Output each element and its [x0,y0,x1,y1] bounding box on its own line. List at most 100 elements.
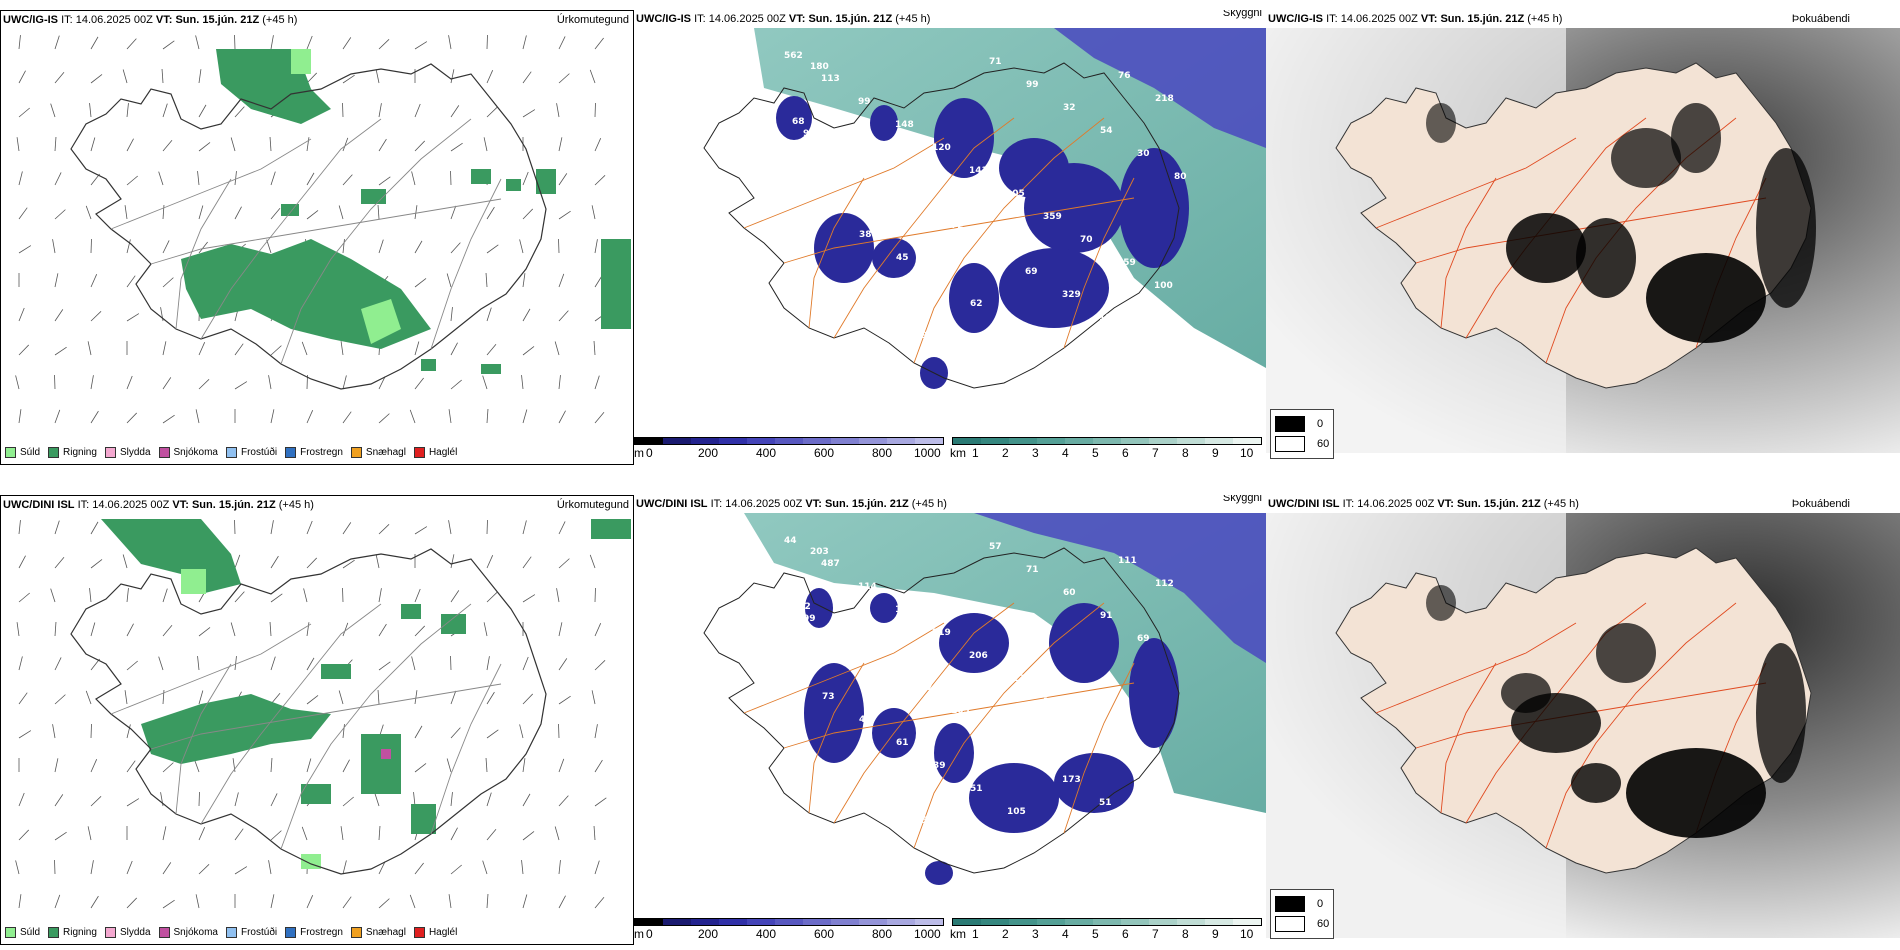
fog-legend-label: 60 [1317,438,1330,450]
cloud-base-label: 32 [1063,103,1076,113]
wind-barb [486,894,489,909]
iceland-coastline [70,63,547,390]
wind-barb [90,521,99,535]
cloud-base-labels: 44 487 114 109 219 206 122 192 141 76 92 66 99 686 105… [784,536,1186,863]
wind-barb [342,559,355,569]
colorbar-step [1065,919,1093,925]
wind-barb [378,176,391,186]
precip-type-panel-top: UWC/IG-IS IT: 14.06.2025 00Z VT: Sun. 15… [0,10,634,465]
panel-title: UWC/DINI ISL IT: 14.06.2025 00Z VT: Sun.… [1266,495,1900,513]
wind-barb [90,622,96,637]
wind-barb [486,106,498,118]
height-colorbar-strip [634,918,944,926]
wind-barb [306,172,315,186]
wind-barb [342,411,352,424]
cloud-base-label: 99 [803,614,816,624]
colorbar-step [981,919,1009,925]
field-name: Úrkomutegund [556,499,629,511]
wind-barb [18,70,26,84]
wind-barb [18,171,23,186]
cloud-base-label: 218 [1155,94,1174,104]
wind-barb [558,375,561,390]
colorbar-step [775,438,803,444]
wind-barb [409,894,416,909]
road-line [1545,602,1737,849]
fog-legend-label: 0 [1317,418,1324,430]
road-line [808,662,865,814]
cloud-base-label: 112 [1155,579,1174,589]
colorbar-step [747,438,775,444]
visibility-tick: 3 [1032,446,1039,460]
fog-legend-row: 60 [1275,434,1329,454]
visibility-tick: 1 [972,927,979,941]
colorbar-step [719,438,747,444]
high-low-cloud-sea-area [1054,28,1266,148]
wind-barb [558,73,570,84]
wind-barb [485,273,488,288]
wind-barb [124,205,128,220]
wind-barb [306,137,310,152]
valid-time: Sun. 15.jún. 21Z [1440,13,1525,25]
valid-time: Sun. 15.jún. 21Z [808,13,893,25]
wind-barb [378,826,381,841]
wind-barb [234,792,239,807]
cloud-base-label: 68 [792,117,805,127]
wind-barb [378,661,391,671]
wind-barb [486,555,494,569]
visibility-colorbar-strip [952,437,1262,445]
fog-patches [1426,103,1816,343]
precip-map [15,519,631,909]
wind-barb [18,344,30,356]
visibility-tick: 9 [1212,446,1219,460]
wind-barb [162,826,167,841]
fog-index-map [1266,28,1900,453]
wind-barb [18,829,30,841]
visibility-map: 562 113 99 148 120 141 105 359 70 459 100 131 93 85 66… [703,28,1266,389]
wind-barb [54,273,59,288]
wind-barb [270,520,274,535]
wind-barb [126,375,133,390]
wind-barb [558,210,571,220]
wind-barb [126,313,140,322]
wind-barb [414,588,421,603]
cloud-base-label: 103 [951,706,970,716]
wind-barb [446,758,452,773]
wind-barb [54,758,59,773]
road-line [1415,197,1767,264]
colorbar-step [775,919,803,925]
iceland-outline [703,62,1180,389]
wind-barb [270,894,275,909]
wind-barb [270,555,279,569]
fog-index-map [1266,513,1900,938]
wind-barb [90,173,100,186]
cloud-base-label: 54 [1100,126,1113,136]
legend-swatch [104,927,116,938]
wind-barb [342,174,353,186]
fog-legend-label: 60 [1317,918,1330,930]
cloud-base-label: 359 [1043,212,1062,222]
legend-label: Frostúði [240,927,278,938]
colorbar-step [1149,919,1177,925]
wind-barb [50,103,56,118]
visibility-tick: 6 [1122,927,1129,941]
rain-areas [181,49,631,374]
wind-barb [375,554,380,569]
cloud-base-label: 192 [1043,697,1062,707]
wind-barb [589,554,596,569]
wind-barb [270,208,281,220]
wind-barb [342,522,352,535]
wind-barb [558,895,566,909]
height-tick: 200 [698,446,719,460]
colorbar-step [1177,438,1205,444]
wind-barb [161,69,164,84]
wind-barb [450,554,455,569]
wind-barb [162,140,173,152]
legend-label: Snjókoma [173,927,218,938]
wind-barb [197,171,200,186]
it-label: IT: [1326,13,1338,25]
legend-item: Snæhagl [350,447,406,458]
cloud-base-label: 80 [1174,172,1187,182]
wind-barb [18,656,23,671]
wind-barb [450,342,458,356]
iceland-outline [70,63,547,390]
